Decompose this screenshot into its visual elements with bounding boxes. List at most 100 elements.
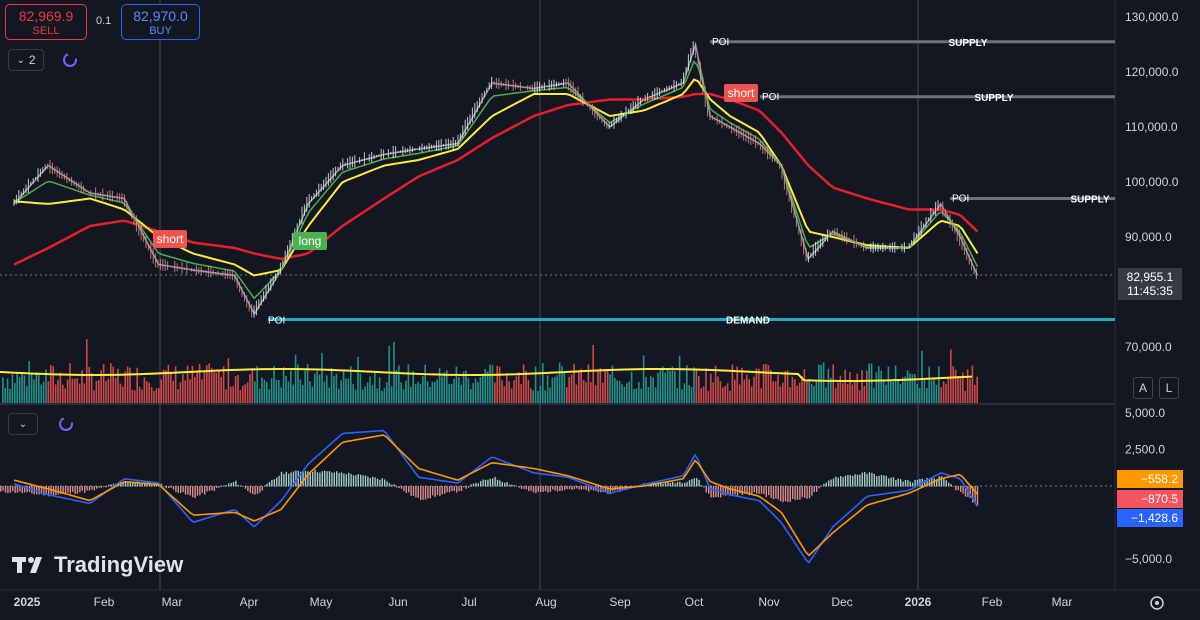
volume-bar — [237, 374, 239, 403]
volume-bar — [755, 368, 758, 403]
volume-bar — [683, 383, 686, 403]
histogram-bar — [319, 472, 321, 487]
histogram-bar — [43, 486, 45, 496]
volume-bar — [952, 366, 954, 403]
volume-bar — [561, 366, 563, 403]
indicator-tick-label: 5,000.0 — [1125, 406, 1165, 420]
volume-bar — [177, 389, 179, 403]
volume-bar — [429, 386, 431, 403]
volume-bar — [510, 388, 513, 403]
volume-bar — [299, 379, 302, 403]
histogram-bar — [468, 486, 470, 488]
time-axis-label: May — [310, 595, 333, 609]
volume-bar — [381, 390, 383, 403]
histogram-bar — [861, 472, 863, 487]
volume-bar — [302, 385, 304, 403]
histogram-bar — [292, 471, 295, 487]
volume-bar — [364, 386, 366, 403]
histogram-bar — [444, 486, 446, 494]
histogram-bar — [24, 486, 26, 493]
volume-bar — [438, 368, 441, 403]
poi-label: POI — [268, 316, 285, 327]
sell-button[interactable]: 82,969.9 SELL — [5, 4, 87, 40]
indicator-value-tag-bg — [1117, 490, 1183, 508]
log-scale-button[interactable]: L — [1159, 377, 1179, 399]
histogram-bar — [350, 474, 352, 487]
histogram-bar — [948, 482, 950, 487]
histogram-bar — [811, 486, 813, 496]
poi-label: POI — [762, 92, 779, 103]
volume-bar — [78, 383, 81, 403]
histogram-bar — [506, 482, 508, 487]
auto-scale-button[interactable]: A — [1133, 377, 1153, 399]
histogram-bar — [787, 486, 789, 503]
volume-bar — [858, 390, 861, 403]
current-price: 82,955.1 — [1126, 270, 1174, 284]
histogram-bar — [448, 486, 451, 493]
histogram-bar — [604, 486, 607, 493]
volume-bar — [681, 389, 683, 403]
volume-bar — [570, 374, 573, 403]
histogram-bar — [724, 486, 727, 496]
indicator-collapse-button[interactable]: ⌄ — [8, 413, 38, 435]
histogram-bar — [362, 475, 364, 487]
volume-bar — [635, 388, 638, 403]
histogram-bar — [866, 473, 868, 487]
volume-bar — [854, 380, 856, 403]
volume-bar — [402, 389, 405, 403]
buy-button[interactable]: 82,970.0 BUY — [121, 4, 200, 40]
histogram-bar — [847, 475, 849, 487]
volume-bar — [436, 379, 438, 403]
histogram-bar — [105, 486, 107, 488]
volume-bar — [556, 375, 558, 403]
histogram-bar — [177, 486, 179, 493]
volume-bar — [527, 379, 530, 403]
histogram-bar — [367, 476, 369, 487]
histogram-bar — [192, 486, 194, 498]
histogram-bar — [328, 471, 331, 487]
histogram-bar — [417, 486, 419, 498]
volume-bar — [921, 350, 923, 403]
volume-bar — [122, 386, 124, 403]
demand-label: DEMAND — [726, 316, 770, 327]
volume-bar — [95, 380, 98, 403]
volume-bar — [369, 376, 371, 403]
collapse-indicators-button[interactable]: ⌄ 2 — [8, 49, 44, 71]
volume-bar — [64, 388, 66, 403]
volume-bar — [520, 384, 522, 403]
volume-bar — [30, 372, 33, 403]
chevron-down-icon: ⌄ — [16, 54, 25, 66]
volume-bar — [455, 366, 458, 403]
volume-bar — [630, 371, 633, 403]
volume-bar — [378, 377, 381, 403]
volume-bar — [868, 363, 870, 403]
volume-bar — [851, 384, 854, 403]
volume-bar — [362, 389, 364, 403]
volume-bar — [306, 363, 309, 403]
volume-bar — [736, 366, 738, 403]
histogram-bar — [559, 486, 561, 492]
histogram-bar — [549, 486, 551, 492]
volume-bar — [822, 362, 825, 403]
volume-bar — [909, 373, 911, 403]
histogram-bar — [127, 481, 129, 487]
volume-bar — [182, 374, 184, 403]
histogram-bar — [364, 475, 367, 487]
supply-label: SUPPLY — [974, 93, 1013, 104]
volume-bar — [117, 368, 119, 403]
time-axis-label: Nov — [758, 595, 779, 609]
volume-bar — [599, 368, 602, 403]
histogram-bar — [405, 486, 407, 493]
histogram-bar — [585, 486, 587, 491]
volume-bar — [258, 388, 261, 403]
poi-label: POI — [952, 194, 969, 205]
volume-bar — [126, 366, 129, 403]
histogram-bar — [316, 472, 319, 487]
histogram-bar — [705, 486, 707, 493]
settings-icon[interactable] — [1148, 594, 1166, 612]
volume-bar — [945, 383, 947, 403]
histogram-bar — [609, 486, 611, 494]
volume-bar — [398, 365, 400, 403]
buy-price: 82,970.0 — [133, 8, 188, 24]
